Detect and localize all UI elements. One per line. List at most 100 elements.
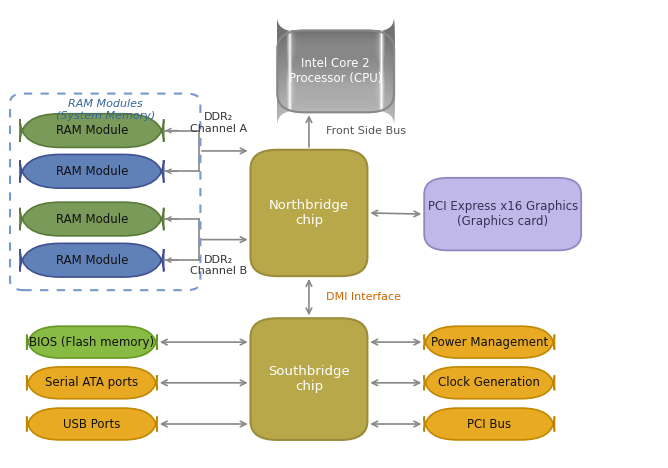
FancyBboxPatch shape bbox=[250, 150, 367, 276]
FancyBboxPatch shape bbox=[20, 114, 164, 147]
FancyBboxPatch shape bbox=[277, 56, 394, 83]
Text: Serial ATA ports: Serial ATA ports bbox=[45, 376, 138, 389]
FancyBboxPatch shape bbox=[27, 367, 157, 399]
FancyBboxPatch shape bbox=[277, 82, 394, 109]
FancyBboxPatch shape bbox=[277, 32, 394, 58]
FancyBboxPatch shape bbox=[20, 243, 164, 277]
FancyBboxPatch shape bbox=[277, 59, 394, 86]
FancyBboxPatch shape bbox=[277, 66, 394, 93]
FancyBboxPatch shape bbox=[277, 33, 394, 59]
FancyBboxPatch shape bbox=[277, 35, 394, 61]
FancyBboxPatch shape bbox=[277, 81, 394, 108]
FancyBboxPatch shape bbox=[277, 47, 394, 73]
Text: Southbridge
chip: Southbridge chip bbox=[268, 365, 350, 393]
Text: RAM Module: RAM Module bbox=[55, 124, 128, 137]
FancyBboxPatch shape bbox=[277, 92, 394, 119]
Text: Power Management: Power Management bbox=[431, 336, 548, 349]
FancyBboxPatch shape bbox=[277, 65, 394, 91]
FancyBboxPatch shape bbox=[277, 41, 394, 67]
FancyBboxPatch shape bbox=[27, 408, 157, 440]
FancyBboxPatch shape bbox=[277, 88, 394, 115]
FancyBboxPatch shape bbox=[277, 72, 394, 98]
Text: RAM Module: RAM Module bbox=[55, 212, 128, 226]
FancyBboxPatch shape bbox=[277, 77, 394, 103]
FancyBboxPatch shape bbox=[277, 73, 394, 99]
FancyBboxPatch shape bbox=[277, 71, 394, 97]
FancyBboxPatch shape bbox=[277, 37, 394, 64]
FancyBboxPatch shape bbox=[277, 45, 394, 72]
FancyBboxPatch shape bbox=[277, 54, 394, 81]
FancyBboxPatch shape bbox=[277, 42, 394, 68]
FancyBboxPatch shape bbox=[277, 26, 394, 52]
FancyBboxPatch shape bbox=[277, 29, 394, 55]
FancyBboxPatch shape bbox=[424, 326, 554, 358]
FancyBboxPatch shape bbox=[277, 17, 394, 44]
FancyBboxPatch shape bbox=[277, 95, 394, 122]
FancyBboxPatch shape bbox=[277, 66, 394, 92]
Text: DMI Interface: DMI Interface bbox=[326, 292, 401, 302]
FancyBboxPatch shape bbox=[277, 97, 394, 124]
FancyBboxPatch shape bbox=[277, 64, 394, 90]
FancyBboxPatch shape bbox=[277, 22, 394, 49]
Text: Northbridge
chip: Northbridge chip bbox=[269, 199, 349, 227]
FancyBboxPatch shape bbox=[27, 326, 157, 358]
FancyBboxPatch shape bbox=[277, 31, 394, 57]
FancyBboxPatch shape bbox=[277, 23, 394, 50]
Text: RAM Module: RAM Module bbox=[55, 254, 128, 267]
FancyBboxPatch shape bbox=[277, 70, 394, 96]
Text: PCI Bus: PCI Bus bbox=[467, 417, 512, 431]
FancyBboxPatch shape bbox=[277, 83, 394, 110]
FancyBboxPatch shape bbox=[277, 79, 394, 105]
FancyBboxPatch shape bbox=[277, 44, 394, 71]
FancyBboxPatch shape bbox=[277, 62, 394, 89]
Text: DDR₂
Channel A: DDR₂ Channel A bbox=[190, 112, 247, 134]
FancyBboxPatch shape bbox=[250, 318, 367, 440]
FancyBboxPatch shape bbox=[277, 84, 394, 110]
FancyBboxPatch shape bbox=[277, 29, 394, 56]
Text: PCI Express x16 Graphics
(Graphics card): PCI Express x16 Graphics (Graphics card) bbox=[428, 200, 578, 228]
FancyBboxPatch shape bbox=[277, 69, 394, 95]
FancyBboxPatch shape bbox=[277, 91, 394, 117]
FancyBboxPatch shape bbox=[277, 58, 394, 85]
Text: Intel Core 2
Processor (CPU): Intel Core 2 Processor (CPU) bbox=[289, 58, 382, 85]
FancyBboxPatch shape bbox=[277, 43, 394, 70]
FancyBboxPatch shape bbox=[277, 86, 394, 113]
FancyBboxPatch shape bbox=[277, 46, 394, 73]
FancyBboxPatch shape bbox=[277, 36, 394, 62]
FancyBboxPatch shape bbox=[277, 38, 394, 65]
FancyBboxPatch shape bbox=[277, 78, 394, 104]
Text: Clock Generation: Clock Generation bbox=[438, 376, 540, 389]
Text: DDR₂
Channel B: DDR₂ Channel B bbox=[190, 255, 247, 276]
Text: BIOS (Flash memory): BIOS (Flash memory) bbox=[29, 336, 154, 349]
FancyBboxPatch shape bbox=[277, 53, 394, 80]
FancyBboxPatch shape bbox=[20, 202, 164, 236]
FancyBboxPatch shape bbox=[277, 52, 394, 79]
FancyBboxPatch shape bbox=[277, 96, 394, 123]
Text: RAM Module: RAM Module bbox=[55, 165, 128, 178]
FancyBboxPatch shape bbox=[277, 34, 394, 60]
FancyBboxPatch shape bbox=[277, 39, 394, 66]
FancyBboxPatch shape bbox=[277, 50, 394, 77]
FancyBboxPatch shape bbox=[277, 60, 394, 87]
FancyBboxPatch shape bbox=[277, 93, 394, 120]
FancyBboxPatch shape bbox=[277, 20, 394, 46]
FancyBboxPatch shape bbox=[277, 49, 394, 76]
FancyBboxPatch shape bbox=[277, 98, 394, 125]
FancyBboxPatch shape bbox=[277, 90, 394, 117]
FancyBboxPatch shape bbox=[277, 87, 394, 114]
FancyBboxPatch shape bbox=[277, 27, 394, 53]
FancyBboxPatch shape bbox=[277, 75, 394, 101]
FancyBboxPatch shape bbox=[277, 76, 394, 102]
FancyBboxPatch shape bbox=[277, 55, 394, 82]
FancyBboxPatch shape bbox=[424, 408, 554, 440]
FancyBboxPatch shape bbox=[277, 22, 394, 48]
FancyBboxPatch shape bbox=[277, 61, 394, 88]
FancyBboxPatch shape bbox=[20, 154, 164, 188]
FancyBboxPatch shape bbox=[424, 178, 581, 250]
FancyBboxPatch shape bbox=[277, 24, 394, 51]
FancyBboxPatch shape bbox=[277, 89, 394, 116]
Text: USB Ports: USB Ports bbox=[63, 417, 120, 431]
FancyBboxPatch shape bbox=[277, 67, 394, 94]
Text: RAM Modules
(System Memory): RAM Modules (System Memory) bbox=[55, 99, 155, 121]
Text: Front Side Bus: Front Side Bus bbox=[326, 126, 405, 136]
